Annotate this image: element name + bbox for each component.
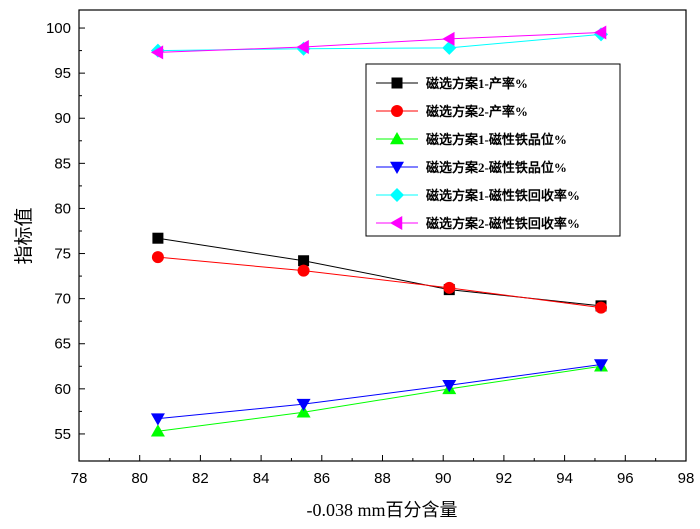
- x-tick-label: 98: [678, 470, 695, 487]
- legend-marker: [391, 105, 403, 117]
- data-point: [594, 359, 609, 372]
- data-point: [296, 405, 311, 418]
- legend-marker: [390, 216, 403, 230]
- legend-entry: 磁选方案2-磁性铁品位%: [376, 160, 567, 175]
- legend-entry: 磁选方案1-产率%: [376, 76, 528, 91]
- legend-label: 磁选方案1-磁性铁品位%: [426, 132, 567, 147]
- x-tick-label: 86: [313, 470, 330, 487]
- series-4: [150, 359, 609, 426]
- legend-label: 磁选方案2-产率%: [426, 104, 528, 119]
- data-point: [442, 31, 455, 46]
- x-tick-label: 80: [131, 470, 148, 487]
- legend-entry: 磁选方案1-磁性铁回收率%: [376, 188, 580, 203]
- legend: 磁选方案1-产率% 磁选方案2-产率% 磁选方案1-磁性铁品位% 磁选方案2-磁性铁品…: [365, 63, 621, 237]
- legend-marker: [390, 188, 404, 202]
- x-tick-label: 88: [374, 470, 391, 487]
- y-tick-label: 95: [54, 65, 71, 82]
- y-tick-label: 85: [54, 155, 71, 172]
- x-tick-label: 82: [192, 470, 209, 487]
- series-2: [151, 251, 608, 314]
- x-tick-label: 90: [435, 470, 452, 487]
- y-tick-label: 55: [54, 426, 71, 443]
- x-axis-title: -0.038 mm百分含量: [307, 500, 458, 520]
- y-tick-label: 70: [54, 291, 71, 308]
- series-6: [150, 25, 607, 60]
- legend-entry: 磁选方案2-产率%: [376, 104, 528, 119]
- data-point: [296, 398, 311, 412]
- y-axis-ticks: 55 60 65 70 75 80 85 90 95 100: [46, 20, 85, 443]
- y-tick-label: 90: [54, 110, 71, 127]
- series-line: [157, 32, 602, 53]
- x-axis-ticks: 78 80 82 84 86 88 90 92 94 96 98: [71, 455, 695, 487]
- series-line: [157, 256, 602, 309]
- series-line: [157, 363, 602, 420]
- data-point: [151, 251, 164, 264]
- x-tick-label: 78: [71, 470, 88, 487]
- legend-entry: 磁选方案2-磁性铁回收率%: [376, 216, 580, 231]
- data-point: [442, 379, 457, 393]
- x-tick-label: 92: [496, 470, 513, 487]
- legend-box: [365, 63, 621, 237]
- legend-label: 磁选方案1-磁性铁回收率%: [426, 188, 580, 203]
- data-point: [296, 39, 309, 54]
- x-tick-label: 94: [556, 470, 573, 487]
- data-point: [594, 25, 607, 40]
- data-point: [150, 424, 165, 437]
- data-point: [150, 45, 164, 60]
- data-point: [297, 264, 310, 277]
- legend-entry: 磁选方案1-磁性铁品位%: [376, 132, 567, 147]
- data-point: [150, 413, 165, 426]
- y-tick-label: 75: [54, 246, 71, 263]
- data-point: [152, 232, 164, 244]
- legend-marker: [391, 77, 403, 89]
- y-tick-label: 65: [54, 336, 71, 353]
- y-tick-label: 60: [54, 381, 71, 398]
- y-axis-title: 指标值: [13, 207, 35, 264]
- data-point: [298, 255, 310, 267]
- data-point: [595, 301, 608, 314]
- legend-label: 磁选方案2-磁性铁回收率%: [426, 216, 580, 231]
- series-layer: [150, 25, 609, 437]
- legend-label: 磁选方案1-产率%: [426, 76, 528, 91]
- legend-marker: [390, 161, 404, 174]
- y-tick-label: 100: [46, 20, 71, 37]
- x-tick-label: 84: [253, 470, 270, 487]
- legend-marker: [390, 132, 404, 145]
- series-line: [157, 365, 602, 432]
- y-tick-label: 80: [54, 200, 71, 217]
- data-point: [443, 281, 456, 294]
- legend-label: 磁选方案2-磁性铁品位%: [426, 160, 567, 175]
- x-tick-label: 96: [617, 470, 634, 487]
